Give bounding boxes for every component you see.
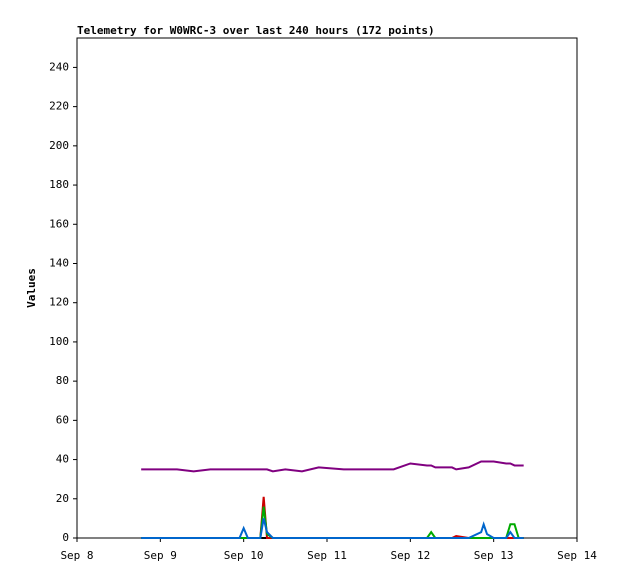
y-tick-label: 20 bbox=[56, 492, 69, 505]
y-tick-label: 120 bbox=[49, 296, 69, 309]
y-tick-label: 100 bbox=[49, 335, 69, 348]
y-tick-label: 220 bbox=[49, 100, 69, 113]
y-tick-label: 200 bbox=[49, 139, 69, 152]
y-tick-label: 80 bbox=[56, 374, 69, 387]
y-tick-label: 140 bbox=[49, 256, 69, 269]
x-tick-label: Sep 13 bbox=[474, 549, 514, 562]
x-tick-label: Sep 9 bbox=[144, 549, 177, 562]
y-tick-label: 180 bbox=[49, 178, 69, 191]
x-tick-label: Sep 12 bbox=[390, 549, 430, 562]
x-tick-label: Sep 8 bbox=[60, 549, 93, 562]
x-tick-label: Sep 14 bbox=[557, 549, 597, 562]
series-line bbox=[141, 518, 524, 539]
y-tick-label: 40 bbox=[56, 453, 69, 466]
x-tick-label: Sep 10 bbox=[224, 549, 264, 562]
series-line bbox=[141, 460, 524, 473]
series-line bbox=[141, 506, 524, 539]
x-tick-label: Sep 11 bbox=[307, 549, 347, 562]
y-axis-label: Values bbox=[25, 268, 38, 308]
y-tick-label: 0 bbox=[62, 531, 69, 544]
y-tick-label: 60 bbox=[56, 413, 69, 426]
y-tick-label: 160 bbox=[49, 217, 69, 230]
chart-title: Telemetry for W0WRC-3 over last 240 hour… bbox=[77, 24, 435, 37]
y-tick-label: 240 bbox=[49, 60, 69, 73]
series-line bbox=[141, 496, 524, 539]
